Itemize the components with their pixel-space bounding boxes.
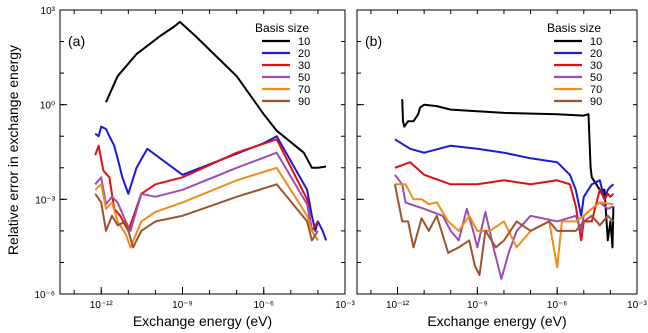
legend-label-10: 10	[590, 36, 602, 48]
plot-frame	[59, 9, 346, 295]
x-tick-label: 10⁻⁶	[253, 300, 274, 311]
series-line-50	[394, 174, 614, 280]
legend-label-70: 70	[298, 84, 310, 96]
y-tick-label: 10⁻³	[35, 195, 55, 206]
panel-b: 10⁻¹² 10⁻⁹ 10⁻⁶ 10⁻³ Exchange energy (eV) (b)…	[356, 9, 648, 329]
series-line-90	[94, 183, 319, 249]
x-axis-label: Exchange energy (eV)	[427, 313, 566, 329]
x-tick-label: 10⁻¹²	[386, 300, 410, 311]
series-group	[393, 99, 615, 280]
legend-label-70: 70	[590, 84, 602, 96]
legend-label-30: 30	[590, 60, 602, 72]
series-line-70	[94, 166, 319, 249]
series-line-10	[105, 20, 327, 169]
x-tick-label: 10⁻⁹	[172, 300, 193, 311]
legend-label-90: 90	[298, 96, 310, 108]
series-line-10	[401, 99, 615, 249]
y-tick-label: 10⁻⁶	[34, 290, 55, 301]
x-tick-label: 10⁻³	[335, 300, 355, 311]
legend-title: Basis size	[255, 21, 309, 35]
series-line-50	[94, 151, 319, 241]
panel-label: (b)	[365, 33, 382, 49]
panel-a: 10⁻¹² 10⁻⁹ 10⁻⁶ 10⁻³ 10⁻⁶ 10⁻³ 10⁰ 10³ Exchange …	[34, 6, 355, 329]
series-group	[94, 20, 328, 249]
shared-y-axis-label: Relative error in exchange energy	[5, 45, 21, 255]
legend-label-50: 50	[298, 72, 310, 84]
series-line-30	[94, 138, 319, 232]
y-tick-label: 10³	[41, 6, 56, 17]
panel-label: (a)	[68, 33, 85, 49]
x-axis-label: Exchange energy (eV)	[133, 313, 272, 329]
legend-label-20: 20	[590, 48, 602, 60]
y-tick-label: 10⁰	[40, 101, 55, 112]
x-tick-label: 10⁻⁹	[467, 300, 488, 311]
legend-label-30: 30	[298, 60, 310, 72]
legend-label-10: 10	[298, 36, 310, 48]
series-line-90	[393, 184, 615, 276]
legend-label-50: 50	[590, 72, 602, 84]
plot-frame	[356, 9, 638, 295]
legend-title: Basis size	[547, 21, 601, 35]
x-tick-label: 10⁻⁶	[547, 300, 568, 311]
series-line-70	[394, 183, 614, 269]
x-tick-label: 10⁻³	[627, 300, 647, 311]
x-tick-label: 10⁻¹²	[90, 300, 114, 311]
series-line-20	[94, 125, 328, 241]
series-line-30	[394, 161, 615, 242]
legend-label-20: 20	[298, 48, 310, 60]
legend-label-90: 90	[590, 96, 602, 108]
